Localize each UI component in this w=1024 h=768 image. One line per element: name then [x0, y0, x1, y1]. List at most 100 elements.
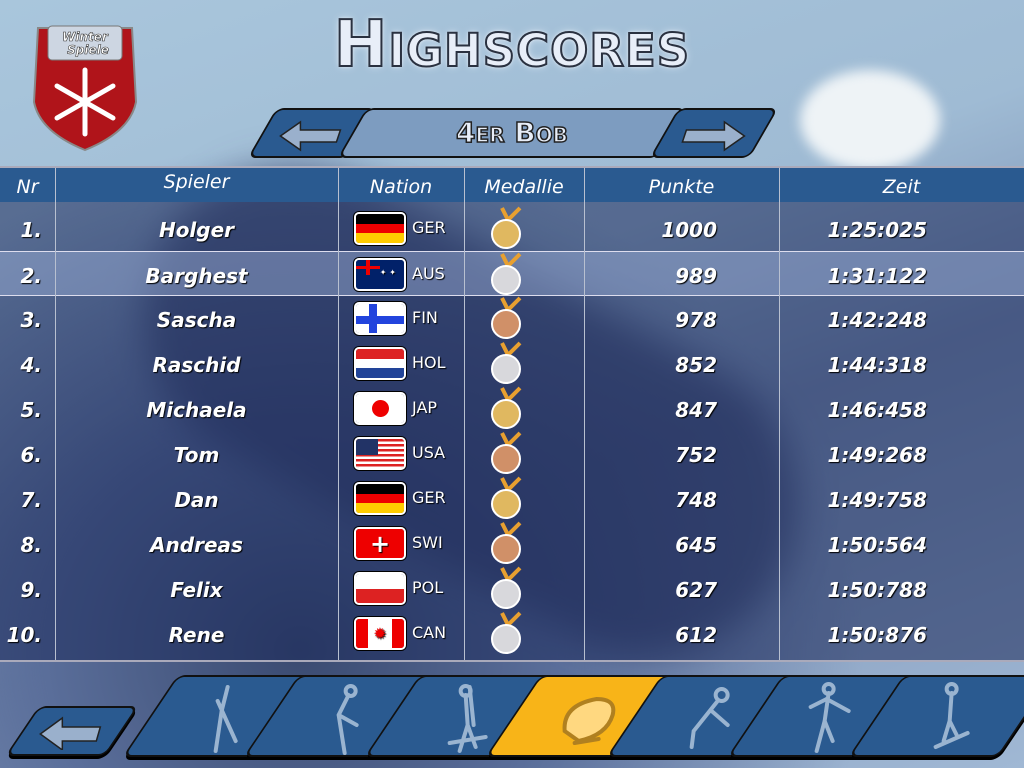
nation-code: JAP — [412, 398, 438, 417]
bronze-medal-icon — [491, 431, 522, 474]
header-medallie: Medallie — [484, 176, 564, 198]
points: 1000 — [661, 218, 717, 242]
rank: 3. — [20, 308, 42, 332]
back-button[interactable] — [5, 706, 139, 756]
luge-icon — [689, 687, 730, 749]
arrow-right-icon — [681, 120, 746, 152]
snowboard-icon — [933, 682, 970, 749]
table-row[interactable]: 1. Holger GER 1000 1:25:025 — [0, 206, 1024, 251]
arrow-left-icon — [39, 716, 102, 750]
highscore-table: Nr Spieler Nation Medallie Punkte Zeit 1… — [0, 166, 1024, 662]
flag-icon-can: ✹ — [354, 617, 406, 650]
flag-icon-ger — [354, 482, 406, 515]
time: 1:42:248 — [827, 308, 928, 332]
sport-button-snowboard[interactable] — [848, 675, 1024, 757]
flag-icon-usa — [354, 437, 406, 470]
points: 852 — [675, 353, 717, 377]
sport-button-figure-skating[interactable] — [727, 675, 933, 757]
player-name: Andreas — [150, 533, 243, 557]
silver-medal-icon — [491, 566, 522, 609]
table-row[interactable]: 9. Felix POL 627 1:50:788 — [0, 566, 1024, 611]
biathlon-icon — [447, 684, 488, 753]
nation-code: GER — [412, 488, 446, 507]
nation-code: CAN — [412, 623, 447, 642]
player-name: Holger — [158, 218, 235, 242]
silver-medal-icon — [491, 341, 522, 384]
time: 1:31:122 — [827, 264, 928, 288]
time: 1:49:758 — [827, 488, 928, 512]
silver-medal-icon — [491, 611, 522, 654]
rank: 8. — [20, 533, 42, 557]
bronze-medal-icon — [491, 521, 522, 564]
sport-button-luge[interactable] — [606, 675, 812, 757]
player-name: Michaela — [146, 398, 247, 422]
winter-spiele-logo: Winter Spiele — [32, 25, 138, 152]
category-label: 4er Bob — [337, 108, 687, 158]
table-row[interactable]: 4. Raschid HOL 852 1:44:318 — [0, 341, 1024, 386]
flag-icon-fin — [354, 302, 406, 335]
table-row[interactable]: 5. Michaela JAP 847 1:46:458 — [0, 386, 1024, 431]
sport-button-ski-jump[interactable] — [122, 675, 328, 757]
table-header: Nr Spieler Nation Medallie Punkte Zeit — [0, 168, 1024, 202]
time: 1:50:564 — [827, 533, 928, 557]
background-helmet — [800, 70, 940, 170]
flag-icon-pol — [354, 572, 406, 605]
svg-text:Spiele: Spiele — [67, 43, 109, 57]
header-zeit: Zeit — [882, 176, 921, 198]
prev-category-button[interactable] — [247, 108, 377, 158]
table-row[interactable]: 10. Rene ✹ CAN 612 1:50:876 — [0, 611, 1024, 656]
points: 748 — [675, 488, 717, 512]
arrow-left-icon — [279, 120, 342, 152]
table-row[interactable]: 8. Andreas + SWI 645 1:50:564 — [0, 521, 1024, 566]
bobsled-icon — [562, 696, 616, 745]
flag-icon-swi: + — [354, 527, 406, 560]
points: 752 — [675, 443, 717, 467]
time: 1:50:788 — [827, 578, 928, 602]
nation-code: USA — [412, 443, 446, 462]
gold-medal-icon — [491, 476, 522, 519]
player-name: Tom — [173, 443, 220, 467]
gold-medal-icon — [491, 206, 522, 249]
next-category-button[interactable] — [649, 108, 779, 158]
rank: 2. — [20, 264, 42, 288]
table-row[interactable]: 6. Tom USA 752 1:49:268 — [0, 431, 1024, 476]
nation-code: POL — [412, 578, 444, 597]
sport-button-biathlon[interactable] — [364, 675, 570, 757]
points: 989 — [675, 264, 717, 288]
points: 645 — [675, 533, 717, 557]
rank: 1. — [20, 218, 42, 242]
player-name: Dan — [174, 488, 219, 512]
rank: 4. — [20, 353, 42, 377]
bronze-medal-icon — [491, 296, 522, 339]
table-row[interactable]: 7. Dan GER 748 1:49:758 — [0, 476, 1024, 521]
flag-icon-aus: ✦ ✦ — [354, 258, 406, 291]
table-row[interactable]: 2. Barghest ✦ ✦ AUS 989 1:31:122 — [0, 251, 1024, 296]
header-spieler: Spieler — [163, 171, 230, 193]
flag-icon-jap — [354, 392, 406, 425]
ski-jump-icon — [213, 685, 238, 753]
player-name: Rene — [168, 623, 225, 647]
header-nr: Nr — [16, 176, 39, 198]
player-name: Sascha — [156, 308, 237, 332]
points: 627 — [675, 578, 717, 602]
sport-button-speed-skating[interactable] — [243, 675, 449, 757]
player-name: Felix — [170, 578, 223, 602]
time: 1:46:458 — [827, 398, 928, 422]
player-name: Barghest — [145, 264, 248, 288]
header-nation: Nation — [369, 176, 433, 198]
rank: 10. — [6, 623, 42, 647]
time: 1:49:268 — [827, 443, 928, 467]
table-row[interactable]: 3. Sascha FIN 978 1:42:248 — [0, 296, 1024, 341]
rank: 9. — [20, 578, 42, 602]
svg-text:Winter: Winter — [62, 30, 109, 44]
page-title: Highscores — [333, 7, 691, 83]
speed-skating-icon — [336, 684, 359, 755]
gold-medal-icon — [491, 386, 522, 429]
nation-code: GER — [412, 218, 446, 237]
time: 1:50:876 — [827, 623, 928, 647]
sport-button-bobsled[interactable] — [485, 675, 691, 757]
points: 612 — [675, 623, 717, 647]
nation-code: AUS — [412, 264, 445, 283]
flag-icon-hol — [354, 347, 406, 380]
nation-code: SWI — [412, 533, 443, 552]
